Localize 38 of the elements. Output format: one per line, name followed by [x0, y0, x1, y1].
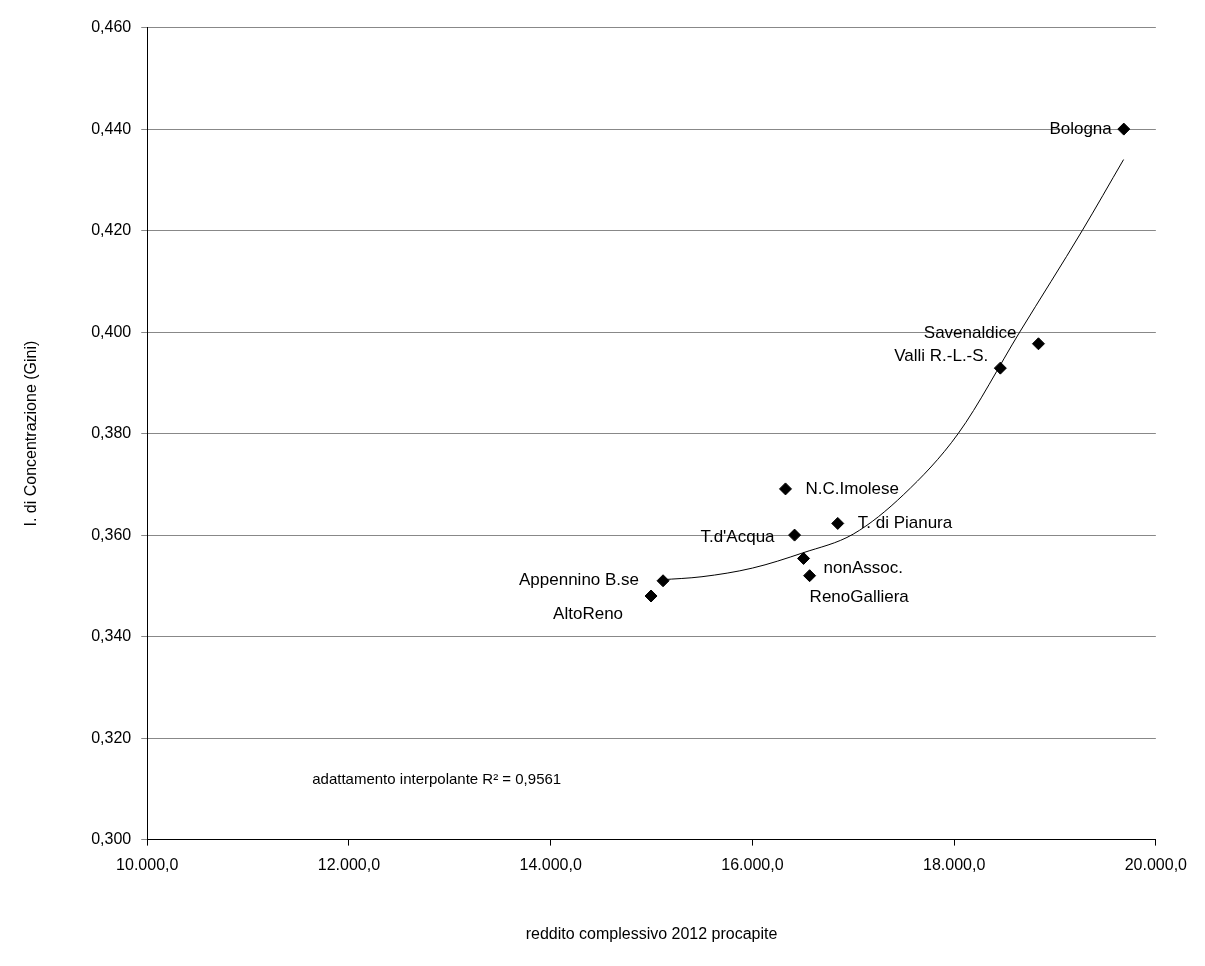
annotation: Savenaldice — [923, 323, 1017, 343]
annotation: AltoReno — [553, 603, 624, 623]
y-tick-label: 0,300 — [91, 830, 132, 848]
point — [831, 516, 845, 530]
y-tick-label: 0,420 — [91, 221, 132, 239]
annotation: adattamento interpolante R² = 0,9561 — [312, 769, 562, 787]
point — [993, 361, 1007, 375]
annotation: nonAssoc. — [823, 558, 903, 578]
y-tick-label: 0,360 — [91, 525, 132, 543]
x-tick-label: 18.000,0 — [922, 855, 986, 873]
point — [644, 589, 658, 603]
point — [788, 528, 802, 542]
annotation: Appennino B.se — [519, 570, 640, 590]
annotation: N.C.Imolese — [805, 478, 900, 498]
x-tick-label: 16.000,0 — [721, 855, 784, 873]
x-axis-title: reddito complessivo 2012 procapite — [525, 924, 778, 942]
y-tick-label: 0,460 — [91, 18, 132, 36]
y-tick-label: 0,380 — [91, 424, 132, 442]
annotation: T. di Pianura — [857, 513, 953, 533]
y-axis-title: I. di Concentrazione (Gini) — [22, 340, 40, 527]
x-tick-label: 12.000,0 — [317, 855, 381, 873]
y-tick-label: 0,340 — [91, 627, 132, 645]
annotation: Valli R.-L.-S. — [894, 345, 989, 365]
point — [803, 569, 817, 583]
point — [656, 574, 670, 588]
y-tick-label: 0,320 — [91, 728, 132, 746]
y-tick-label: 0,400 — [91, 322, 132, 340]
y-tick-label: 0,440 — [91, 119, 132, 137]
point — [797, 551, 811, 565]
annotation: Bologna — [1049, 118, 1113, 138]
x-tick-label: 20.000,0 — [1124, 855, 1188, 873]
point — [1031, 337, 1045, 351]
annotation: RenoGalliera — [809, 587, 910, 607]
point — [1117, 122, 1131, 136]
annotation: T.d'Acqua — [700, 526, 776, 546]
x-tick-label: 10.000,0 — [116, 855, 179, 873]
point — [778, 482, 792, 496]
x-tick-label: 14.000,0 — [519, 855, 582, 873]
